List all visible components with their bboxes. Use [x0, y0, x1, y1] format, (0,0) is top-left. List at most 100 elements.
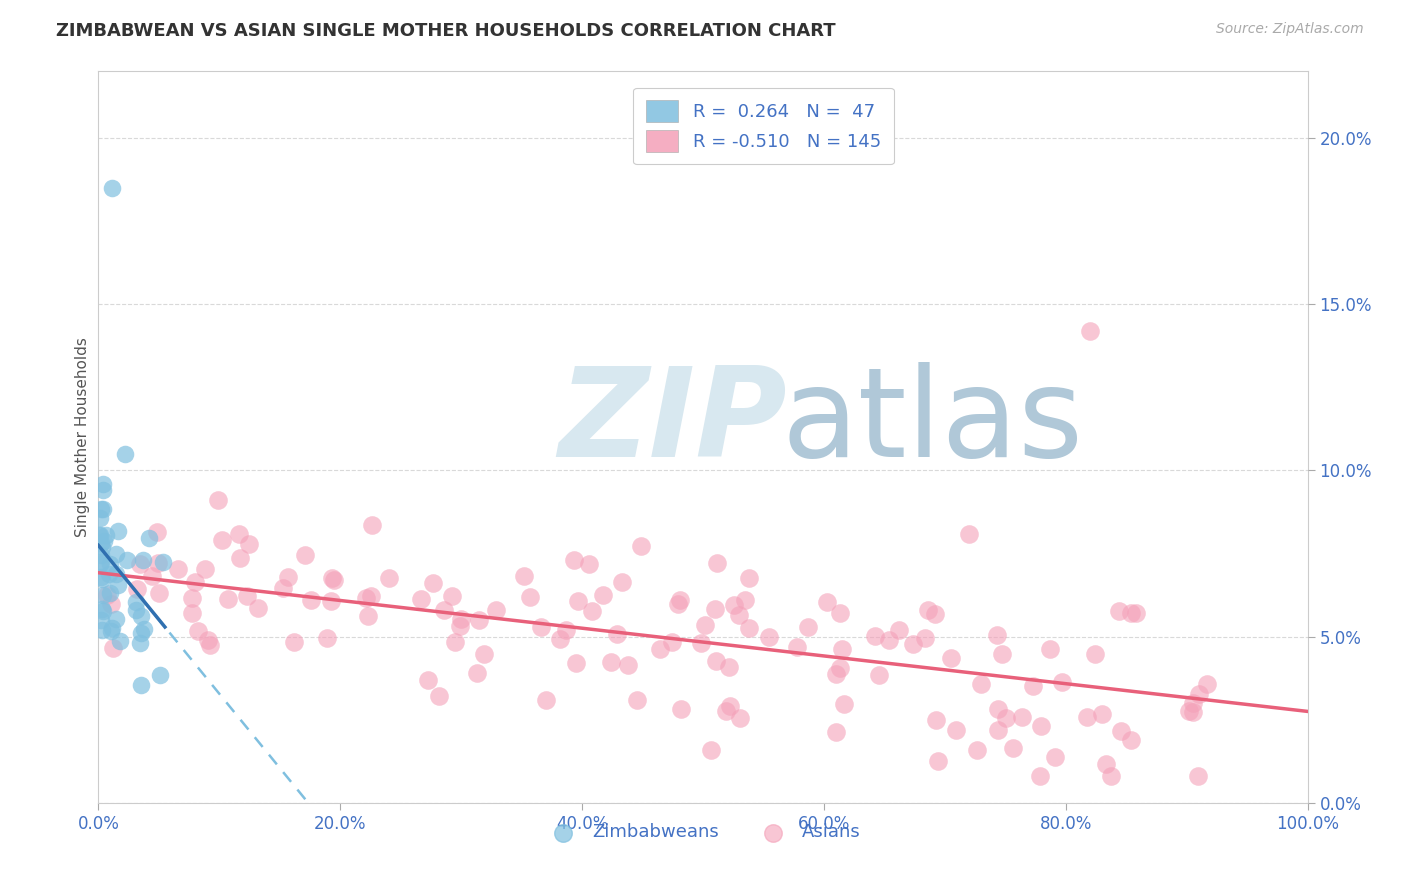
- Point: [599, 655, 621, 669]
- Point: [104, 566, 127, 581]
- Point: [101, 621, 124, 635]
- Point: [108, 634, 131, 648]
- Point: [187, 624, 209, 639]
- Point: [194, 562, 217, 576]
- Point: [567, 594, 589, 608]
- Point: [90, 535, 112, 549]
- Point: [1109, 723, 1132, 738]
- Point: [129, 636, 152, 650]
- Point: [238, 537, 260, 551]
- Point: [474, 647, 496, 661]
- Point: [530, 620, 553, 634]
- Point: [422, 575, 444, 590]
- Point: [360, 589, 382, 603]
- Point: [211, 533, 233, 547]
- Point: [519, 590, 541, 604]
- Point: [98, 558, 121, 572]
- Point: [723, 598, 745, 612]
- Point: [825, 725, 848, 739]
- Point: [536, 693, 558, 707]
- Point: [283, 635, 305, 649]
- Point: [357, 609, 380, 624]
- Point: [671, 702, 693, 716]
- Point: [125, 595, 148, 609]
- Point: [440, 590, 463, 604]
- Point: [91, 502, 114, 516]
- Point: [1022, 679, 1045, 693]
- Point: [198, 638, 221, 652]
- Point: [432, 603, 454, 617]
- Point: [129, 609, 152, 624]
- Point: [917, 603, 939, 617]
- Point: [606, 626, 628, 640]
- Point: [100, 180, 122, 194]
- Point: [668, 593, 690, 607]
- Point: [93, 533, 115, 548]
- Point: [648, 642, 671, 657]
- Point: [661, 634, 683, 648]
- Point: [737, 621, 759, 635]
- Point: [97, 567, 120, 582]
- Point: [578, 557, 600, 571]
- Point: [89, 558, 111, 572]
- Text: ZIMBABWEAN VS ASIAN SINGLE MOTHER HOUSEHOLDS CORRELATION CHART: ZIMBABWEAN VS ASIAN SINGLE MOTHER HOUSEH…: [56, 22, 835, 40]
- Point: [149, 668, 172, 682]
- Point: [114, 447, 136, 461]
- Point: [467, 666, 489, 681]
- Point: [815, 595, 838, 609]
- Point: [181, 591, 204, 605]
- Point: [703, 601, 725, 615]
- Point: [832, 697, 855, 711]
- Point: [299, 592, 322, 607]
- Point: [581, 603, 603, 617]
- Point: [914, 631, 936, 645]
- Point: [887, 624, 910, 638]
- Point: [152, 555, 174, 569]
- Point: [90, 613, 112, 627]
- Point: [228, 550, 250, 565]
- Point: [90, 548, 112, 562]
- Legend: Zimbabweans, Asians: Zimbabweans, Asians: [538, 816, 868, 848]
- Point: [91, 483, 114, 497]
- Point: [91, 588, 114, 602]
- Point: [699, 743, 721, 757]
- Point: [319, 594, 342, 608]
- Point: [100, 624, 122, 639]
- Point: [444, 635, 467, 649]
- Point: [734, 593, 756, 607]
- Point: [555, 624, 578, 638]
- Point: [89, 527, 111, 541]
- Point: [970, 677, 993, 691]
- Point: [125, 603, 148, 617]
- Point: [758, 630, 780, 644]
- Point: [868, 667, 890, 681]
- Point: [1084, 647, 1107, 661]
- Point: [228, 527, 250, 541]
- Point: [321, 570, 343, 584]
- Point: [690, 636, 713, 650]
- Point: [485, 603, 508, 617]
- Point: [148, 585, 170, 599]
- Point: [925, 713, 948, 727]
- Point: [129, 678, 152, 692]
- Point: [450, 612, 472, 626]
- Point: [1091, 707, 1114, 722]
- Point: [1078, 324, 1101, 338]
- Point: [1125, 607, 1147, 621]
- Point: [825, 667, 848, 681]
- Point: [277, 570, 299, 584]
- Point: [378, 571, 401, 585]
- Point: [316, 632, 339, 646]
- Point: [1188, 687, 1211, 701]
- Point: [1029, 769, 1052, 783]
- Point: [1119, 732, 1142, 747]
- Point: [129, 557, 152, 571]
- Point: [831, 641, 853, 656]
- Point: [863, 629, 886, 643]
- Point: [96, 588, 118, 602]
- Point: [246, 601, 269, 615]
- Point: [90, 623, 112, 637]
- Point: [728, 608, 751, 623]
- Point: [89, 528, 111, 542]
- Point: [181, 606, 204, 620]
